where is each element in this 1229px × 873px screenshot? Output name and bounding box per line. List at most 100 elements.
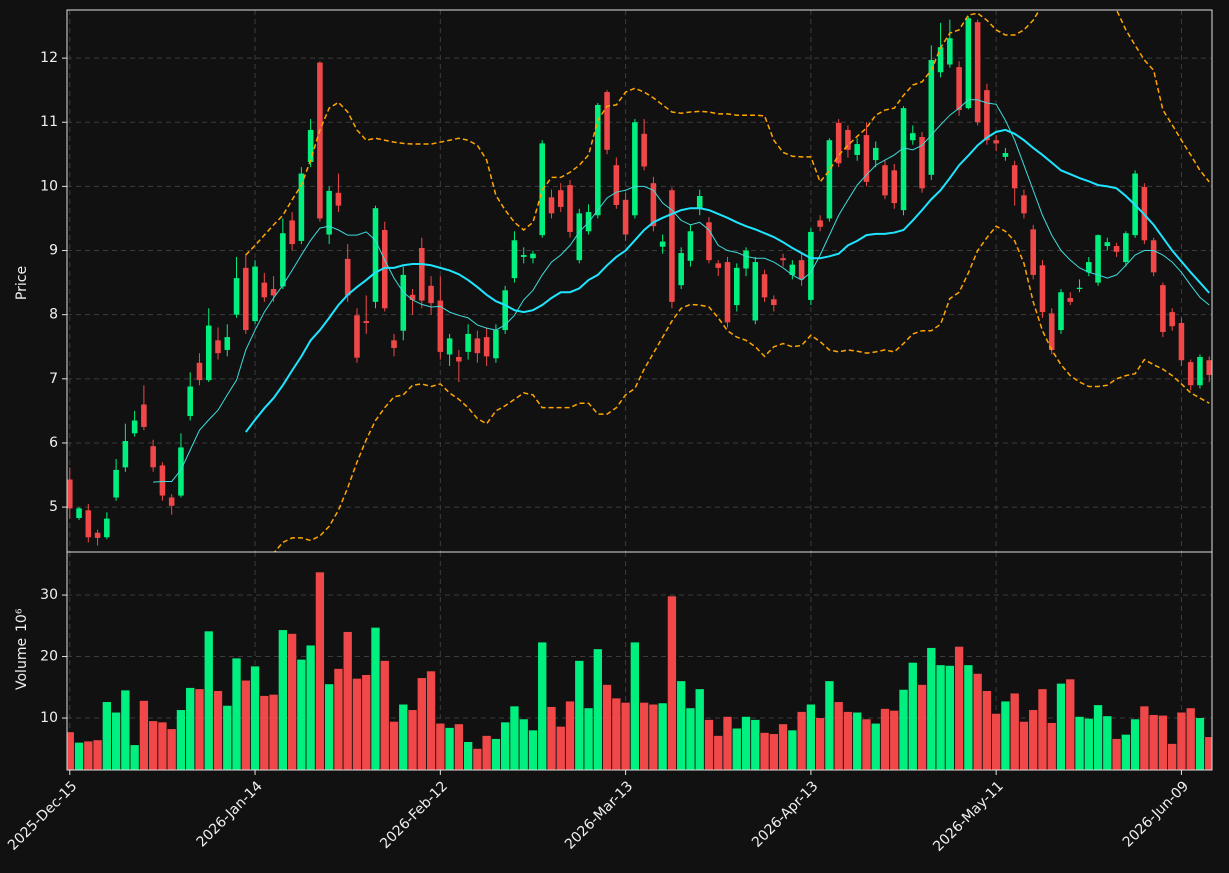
volume-bar	[862, 719, 871, 770]
volume-bar	[1029, 710, 1038, 770]
volume-bar	[315, 572, 325, 770]
volume-bar	[834, 702, 843, 770]
y-axis-label: Volume	[14, 638, 30, 690]
candle-body	[1011, 165, 1018, 189]
candle-body	[761, 274, 768, 298]
volume-bar	[463, 742, 473, 770]
candle-body	[428, 285, 434, 304]
candle-body	[344, 258, 351, 296]
volume-bar	[593, 649, 602, 770]
volume-bar	[148, 721, 158, 770]
volume-bar	[778, 724, 788, 770]
volume-bar	[528, 730, 538, 770]
y-tick-label: 12	[40, 50, 58, 66]
candle-body	[956, 67, 962, 111]
candle-body	[808, 231, 814, 300]
candle-body	[178, 447, 184, 496]
candle-body	[150, 446, 156, 468]
volume-plot	[67, 572, 1212, 770]
candle-body	[872, 147, 879, 161]
volume-bar	[1112, 738, 1121, 770]
volume-bar	[102, 702, 112, 770]
candle-body	[141, 404, 147, 427]
volume-bar	[760, 732, 769, 770]
volume-bar	[158, 722, 167, 770]
candle-body	[1067, 297, 1074, 302]
candle-body	[372, 208, 379, 302]
volume-bar	[223, 705, 232, 770]
volume-bar	[927, 647, 936, 770]
candle-body	[669, 190, 675, 302]
volume-bar	[408, 710, 417, 770]
volume-bar	[751, 719, 760, 770]
candle-body	[974, 22, 981, 123]
candle-body	[632, 122, 638, 216]
candle-body	[493, 330, 499, 359]
volume-bar	[1010, 693, 1019, 770]
candle-body	[1104, 242, 1111, 247]
candle-body	[622, 199, 629, 235]
candle-body	[530, 253, 536, 259]
volume-bar	[269, 694, 278, 770]
candle-body	[187, 386, 193, 417]
volume-bar	[704, 719, 714, 770]
volume-bar	[1177, 712, 1186, 770]
candle-body	[984, 90, 990, 141]
volume-bar	[954, 646, 964, 770]
candle-body	[85, 510, 92, 538]
volume-bar	[501, 722, 510, 770]
volume-bar	[547, 706, 556, 770]
candle-body	[780, 258, 786, 261]
candle-body	[928, 60, 935, 175]
volume-bar	[287, 633, 297, 770]
volume-bar	[111, 712, 121, 770]
volume-bar	[67, 732, 74, 770]
candle-body	[391, 340, 397, 349]
candle-body	[474, 338, 481, 354]
candle-body	[743, 250, 749, 269]
candle-body	[595, 104, 601, 216]
volume-bar	[176, 710, 186, 770]
volume-bar	[1186, 708, 1195, 770]
candle-body	[604, 92, 610, 150]
volume-bar	[890, 710, 899, 770]
y-tick-label: 9	[49, 243, 58, 259]
candle-body	[409, 294, 416, 300]
candle-body	[1095, 235, 1101, 283]
candle-body	[335, 192, 342, 206]
candle-body	[159, 465, 166, 496]
volume-bar	[695, 689, 704, 770]
candle-body	[243, 267, 249, 331]
volume-bar	[1140, 706, 1149, 770]
volume-bar	[1093, 705, 1103, 770]
volume-bar	[917, 684, 927, 770]
candle-body	[483, 337, 490, 357]
volume-bar	[936, 665, 945, 770]
candle-body	[104, 518, 110, 538]
volume-bar	[297, 659, 306, 770]
volume-bar	[871, 723, 880, 770]
candle-body	[520, 255, 527, 257]
candle-body	[1039, 265, 1046, 313]
volume-bar	[982, 690, 992, 770]
candle-body	[650, 183, 657, 227]
candle-body	[715, 263, 722, 268]
volume-bar	[797, 711, 806, 770]
volume-bar	[714, 735, 723, 770]
candle-body	[733, 267, 740, 306]
volume-bar	[649, 704, 658, 770]
candle-body	[835, 122, 842, 164]
candle-body	[122, 441, 129, 468]
volume-bar	[732, 728, 741, 770]
candle-body	[1206, 360, 1212, 375]
volume-bar	[741, 716, 751, 770]
candle-body	[863, 135, 870, 182]
candle-body	[205, 325, 212, 381]
volume-bar	[121, 690, 130, 770]
candle-body	[168, 497, 175, 506]
volume-bar	[556, 726, 565, 770]
candle-body	[363, 321, 369, 324]
candle-body	[613, 165, 620, 205]
candle-body	[131, 420, 138, 434]
indicator-line	[245, 10, 1210, 256]
